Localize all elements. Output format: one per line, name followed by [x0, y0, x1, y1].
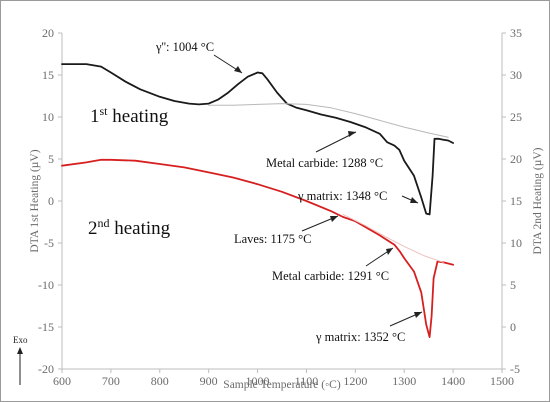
x-axis-label: Sample Temperature (◦C) [223, 379, 341, 391]
y-right-tick-label: 20 [510, 152, 522, 166]
y-left-tick-label: 15 [42, 68, 54, 82]
y-left-tick-label: 20 [42, 26, 54, 40]
annotation-metal-carbide-1: Metal carbide: 1288 °C [266, 156, 383, 170]
y-right-tick-label: 25 [510, 110, 522, 124]
arrowhead-carbide-2 [386, 248, 393, 255]
y-left-tick-label: -15 [38, 320, 54, 334]
axes-group: 600 700 800 900 1000 1100 1200 1300 1400 15002015… [29, 26, 544, 391]
y-left-tick-label: -20 [38, 362, 54, 376]
y-right-tick-label: 15 [510, 194, 522, 208]
annotation-metal-carbide-2: Metal carbide: 1291 °C [272, 269, 389, 283]
annotation-gamma-matrix-1: γ matrix: 1348 °C [297, 189, 387, 203]
baseline-line-3 [342, 213, 444, 263]
annotation-laves: Laves: 1175 °C [234, 232, 311, 246]
x-tick-label: 1000 [246, 374, 270, 388]
baseline-line-1 [208, 103, 449, 138]
series-line-2 [61, 158, 455, 339]
arrowhead-matrix-1 [410, 197, 418, 203]
exo-label: Exo [13, 335, 28, 345]
x-tick-label: 800 [151, 374, 169, 388]
arrowhead-matrix-2 [414, 312, 422, 318]
x-tick-label: 1300 [392, 374, 416, 388]
second-heating-label: 2nd heating [88, 216, 171, 239]
x-tick-label: 700 [102, 374, 120, 388]
y-right-tick-label: -5 [510, 362, 520, 376]
y-left-tick-label: -5 [44, 236, 54, 250]
arrowhead-gamma-prime [234, 66, 242, 73]
y-axis-right-label: DTA 2nd Heating (µV) [532, 147, 544, 254]
arrowhead-laves [330, 216, 338, 222]
first-heating-label: 1st heating [90, 104, 169, 127]
y-right-tick-label: 30 [510, 68, 522, 82]
x-tick-label: 900 [200, 374, 218, 388]
exo-arrowhead [17, 347, 23, 354]
x-tick-label: 1100 [295, 374, 319, 388]
y-right-tick-label: 0 [510, 320, 516, 334]
x-tick-label: 1500 [490, 374, 514, 388]
y-left-tick-label: -10 [38, 278, 54, 292]
y-left-tick-label: 0 [48, 194, 54, 208]
y-left-tick-label: 5 [48, 152, 54, 166]
x-tick-label: 600 [53, 374, 71, 388]
x-tick-label: 1400 [441, 374, 465, 388]
annotation-gamma-matrix-2: γ matrix: 1352 °C [315, 330, 405, 344]
y-right-tick-label: 5 [510, 278, 516, 292]
series-group [61, 63, 455, 339]
y-left-tick-label: 10 [42, 110, 54, 124]
annotation-gamma-prime: γ'': 1004 °C [155, 40, 214, 54]
y-right-tick-label: 10 [510, 236, 522, 250]
x-tick-label: 1200 [343, 374, 367, 388]
y-axis-left-label: DTA 1st Heating (µV) [29, 149, 41, 252]
series-line-0 [61, 63, 455, 216]
arrowhead-carbide-1 [348, 131, 356, 137]
y-right-tick-label: 35 [510, 26, 522, 40]
